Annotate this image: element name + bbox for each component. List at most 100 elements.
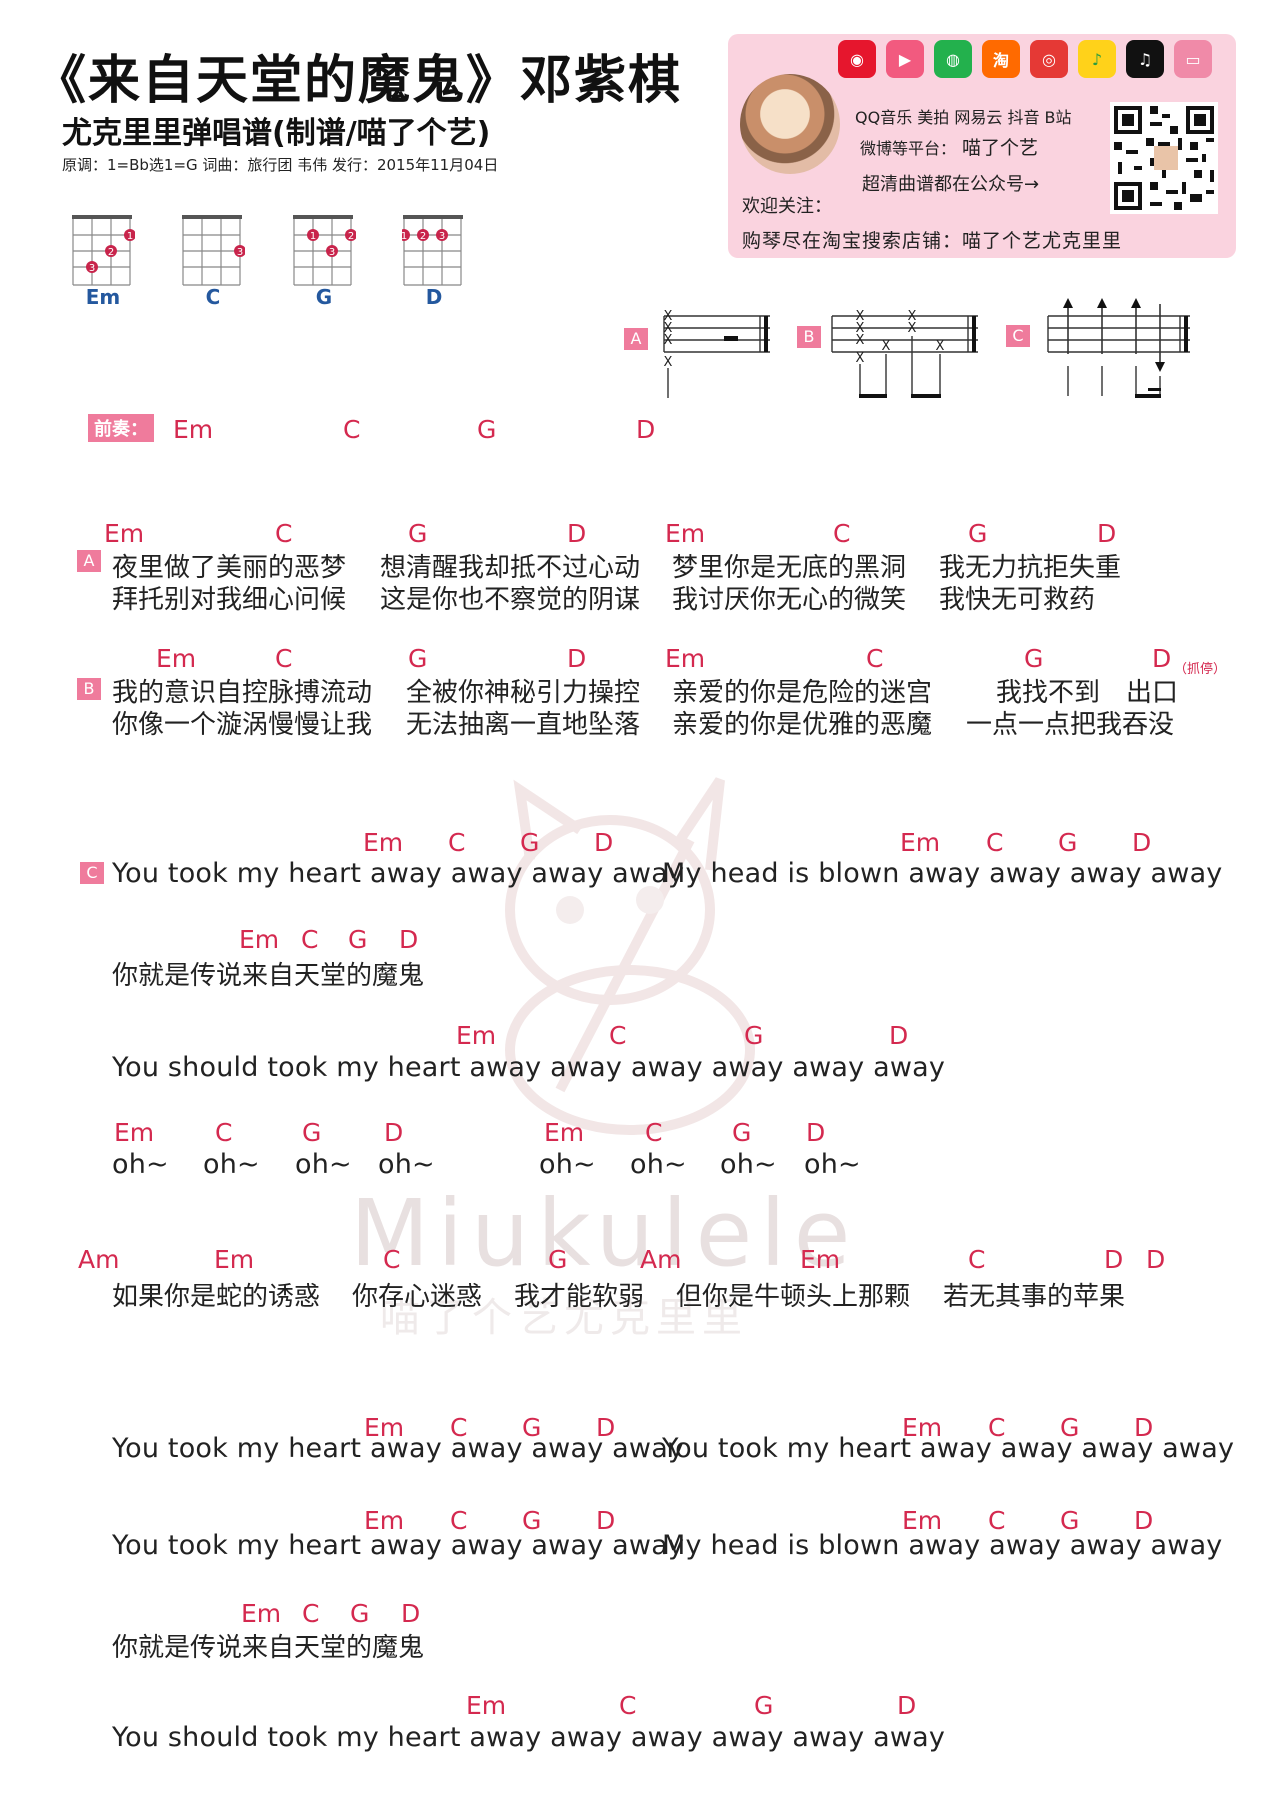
section-tag-a: A [77,550,101,572]
chord-label: Em [114,1118,155,1147]
chord-label: G [968,519,988,548]
chord-label: C [968,1245,986,1274]
chord-diagram-c: 3 C [181,213,245,309]
lyric-line: 你像一个漩涡慢慢让我 [112,710,373,740]
wechat-icon[interactable]: ◍ [934,40,972,78]
chord-label: C [302,1599,320,1628]
qqmusic-icon[interactable]: ♪ [1078,40,1116,78]
weibo-icon[interactable]: ◉ [838,40,876,78]
lyric-line: 你就是传说来自天堂的魔鬼 [112,1633,425,1663]
chord-c-dot-3: 3 [237,247,243,258]
chord-label: G [1024,644,1044,673]
strum-stop-note: （抓停） [1174,662,1227,677]
rhythm-label-a: A [624,328,648,350]
chord-label: D [1097,519,1117,548]
chord-label: Em [156,644,197,673]
lyric-line: 我才能软弱 [514,1282,645,1312]
meipai-icon[interactable]: ▶ [886,40,924,78]
lyric-line: 全被你神秘引力操控 [406,678,641,708]
douyin-icon[interactable]: ♫ [1126,40,1164,78]
lyric-oh: oh~ [295,1149,352,1180]
chord-label: Em [364,1506,405,1535]
chord-label: G [350,1599,370,1628]
chord-label: Em [466,1691,507,1720]
lyric-line: 梦里你是无底的黑洞 [672,553,907,583]
weibo-label: 微博等平台： [860,139,957,158]
social-icons: ◉ ▶ ◍ 淘 ◎ ♪ ♫ ▭ [838,40,1212,78]
intro-chord: D [636,415,656,444]
chord-name-c: C [205,285,221,309]
chord-g-dot-3: 3 [329,247,335,258]
chord-label: Em [104,519,145,548]
chord-label: D [594,828,614,857]
chord-label: C [866,644,884,673]
chord-label: C [450,1506,468,1535]
chord-label: Em [241,1599,282,1628]
rhythm-label-c: C [1006,325,1030,347]
rhythm-pattern-c [1047,298,1190,398]
netease-icon[interactable]: ◎ [1030,40,1068,78]
lyric-oh: oh~ [630,1149,687,1180]
intro-label: 前奏： [88,414,154,442]
lyric-line: 我快无可救药 [939,585,1096,615]
lyric-line: You should took my heart away away away … [112,1722,946,1753]
lyric-line: 你存心迷惑 [352,1282,483,1312]
watermark-subtext: 喵了个艺尤克里里 [380,1295,748,1341]
intro-chord: G [477,415,497,444]
lyric-line: 如果你是蛇的诱惑 [112,1282,321,1312]
chord-label: D [806,1118,826,1147]
song-title: 《来自天堂的魔鬼》邓紫棋 [34,51,683,111]
chord-diagram-g: 1 2 3 G [292,213,356,309]
chord-label: G [754,1691,774,1720]
lyric-line: 我找不到 出口 [996,678,1179,708]
intro-chord: C [343,415,361,444]
lyric-line: 若无其事的苹果 [943,1282,1126,1312]
rhythm-x-mark: X [936,339,945,354]
watermark-text: Miukulele [350,1180,859,1287]
welcome-text: 欢迎关注： [742,196,832,217]
chord-label: C [301,925,319,954]
lyric-oh: oh~ [203,1149,260,1180]
avatar [740,74,840,174]
taobao-icon[interactable]: 淘 [982,40,1020,78]
chord-label: D [897,1691,917,1720]
weibo-name: 喵了个艺 [962,137,1039,159]
qr-code-icon[interactable] [1110,102,1218,214]
lyric-line: My head is blown away away away away [662,858,1223,889]
chord-label: Em [239,925,280,954]
bilibili-icon[interactable]: ▭ [1174,40,1212,78]
chord-label: G [548,1245,568,1274]
chord-label: Em [665,644,706,673]
chord-label: D [399,925,419,954]
chord-label: C [986,828,1004,857]
chord-label: Em [544,1118,585,1147]
chord-label: Am [78,1245,120,1274]
chord-g-dot-2: 2 [348,231,354,242]
chord-name-em: Em [85,285,121,309]
lyric-line: 一点一点把我吞没 [966,710,1175,740]
lyric-oh: oh~ [804,1149,861,1180]
weibo-line: 微博等平台： 喵了个艺 [860,133,1038,160]
rhythm-x-mark: X [856,309,865,324]
lyric-oh: oh~ [539,1149,596,1180]
cat-watermark-icon [505,777,755,1135]
section-tag-c: C [80,862,104,884]
chord-label: D [1146,1245,1166,1274]
chord-label: D [567,644,587,673]
chord-label: Em [902,1506,943,1535]
chord-label: G [1060,1413,1080,1442]
chord-label: C [988,1506,1006,1535]
chord-em-dot-3: 3 [89,263,95,274]
chord-label: D [401,1599,421,1628]
lyric-line: 你就是传说来自天堂的魔鬼 [112,961,425,991]
chord-em-dot-1: 1 [127,231,133,242]
chord-em-dot-2: 2 [108,247,114,258]
lyric-line: 亲爱的你是危险的迷宫 [672,678,933,708]
lyric-oh: oh~ [720,1149,777,1180]
chord-label: G [1058,828,1078,857]
rhythm-x-mark: X [856,351,865,366]
chord-label: G [732,1118,752,1147]
intro-chord: Em [173,415,214,444]
chord-g-dot-1: 1 [310,231,316,242]
